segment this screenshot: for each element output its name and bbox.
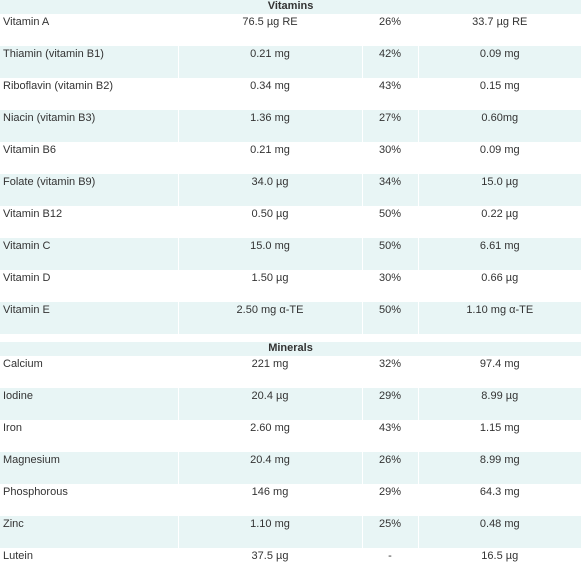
nutrient-name: Folate (vitamin B9) [0,174,179,206]
amount: 37.5 µg [178,548,363,580]
nutrient-name: Vitamin B6 [0,142,179,174]
amount: 20.4 µg [178,388,363,420]
percent-value: 27% [362,110,419,142]
amount: 34.0 µg [178,174,363,206]
amount-per-serving: 8.99 µg [418,388,581,420]
percent-value: 50% [362,302,419,334]
nutrient-name: Calcium [0,356,179,388]
amount-per-serving: 64.3 mg [418,484,581,516]
amount: 1.10 mg [178,516,363,548]
percent-value: 26% [362,452,419,484]
amount-per-serving: 1.10 mg α-TE [418,302,581,334]
amount-per-serving: 15.0 µg [418,174,581,206]
percent-value: 42% [362,46,419,78]
nutrient-name: Vitamin A [0,14,179,46]
table-row: Vitamin E 2.50 mg α-TE 50% 1.10 mg α-TE [0,302,581,334]
table-row: Vitamin A 76.5 µg RE 26% 33.7 µg RE [0,14,581,46]
table-row: Vitamin D 1.50 µg 30% 0.66 µg [0,270,581,302]
table-row: Lutein 37.5 µg - 16.5 µg [0,548,581,580]
percent-value: 43% [362,78,419,110]
percent-value: 32% [362,356,419,388]
nutrient-name: Thiamin (vitamin B1) [0,46,179,78]
amount-per-serving: 0.66 µg [418,270,581,302]
amount-per-serving: 33.7 µg RE [418,14,581,46]
amount: 0.50 µg [178,206,363,238]
table-row: Vitamin B12 0.50 µg 50% 0.22 µg [0,206,581,238]
section-gap-cell [0,334,581,342]
table-row: Phosphorous 146 mg 29% 64.3 mg [0,484,581,516]
nutrient-name: Iodine [0,388,179,420]
amount-per-serving: 8.99 mg [418,452,581,484]
vitamins-section-title: Vitamins [0,0,581,14]
percent-value: 26% [362,14,419,46]
amount-per-serving: 6.61 mg [418,238,581,270]
nutrient-name: Lutein [0,548,179,580]
minerals-header-row: Minerals [0,342,581,356]
amount: 0.21 mg [178,46,363,78]
amount: 20.4 mg [178,452,363,484]
nutrient-name: Riboflavin (vitamin B2) [0,78,179,110]
amount: 146 mg [178,484,363,516]
table-row: Thiamin (vitamin B1) 0.21 mg 42% 0.09 mg [0,46,581,78]
percent-value: 30% [362,142,419,174]
nutrient-name: Vitamin C [0,238,179,270]
minerals-section-title: Minerals [0,342,581,356]
amount: 1.36 mg [178,110,363,142]
amount: 0.34 mg [178,78,363,110]
nutrient-name: Vitamin D [0,270,179,302]
nutrient-name: Zinc [0,516,179,548]
amount: 221 mg [178,356,363,388]
nutrient-name: Vitamin B12 [0,206,179,238]
amount-per-serving: 0.60mg [418,110,581,142]
percent-value: 25% [362,516,419,548]
amount-per-serving: 97.4 mg [418,356,581,388]
table-row: Iron 2.60 mg 43% 1.15 mg [0,420,581,452]
nutrient-name: Vitamin E [0,302,179,334]
amount: 1.50 µg [178,270,363,302]
amount: 15.0 mg [178,238,363,270]
percent-value: 50% [362,238,419,270]
amount: 2.50 mg α-TE [178,302,363,334]
table-row: Magnesium 20.4 mg 26% 8.99 mg [0,452,581,484]
amount-per-serving: 0.22 µg [418,206,581,238]
percent-value: 29% [362,388,419,420]
amount-per-serving: 1.15 mg [418,420,581,452]
table-row: Vitamin C 15.0 mg 50% 6.61 mg [0,238,581,270]
table-row: Calcium 221 mg 32% 97.4 mg [0,356,581,388]
percent-value: 50% [362,206,419,238]
table-row: Niacin (vitamin B3) 1.36 mg 27% 0.60mg [0,110,581,142]
table-row: Vitamin B6 0.21 mg 30% 0.09 mg [0,142,581,174]
vitamins-header-row: Vitamins [0,0,581,14]
amount-per-serving: 0.15 mg [418,78,581,110]
table-row: Folate (vitamin B9) 34.0 µg 34% 15.0 µg [0,174,581,206]
percent-value: 29% [362,484,419,516]
percent-value: 30% [362,270,419,302]
table-row: Iodine 20.4 µg 29% 8.99 µg [0,388,581,420]
amount: 76.5 µg RE [178,14,363,46]
nutrient-name: Magnesium [0,452,179,484]
nutrient-name: Phosphorous [0,484,179,516]
amount-per-serving: 0.09 mg [418,142,581,174]
amount-per-serving: 0.09 mg [418,46,581,78]
section-gap [0,334,581,342]
table-row: Zinc 1.10 mg 25% 0.48 mg [0,516,581,548]
table-row: Riboflavin (vitamin B2) 0.34 mg 43% 0.15… [0,78,581,110]
amount: 0.21 mg [178,142,363,174]
percent-value: - [362,548,419,580]
amount-per-serving: 16.5 µg [418,548,581,580]
nutrient-name: Niacin (vitamin B3) [0,110,179,142]
percent-value: 43% [362,420,419,452]
nutrient-name: Iron [0,420,179,452]
amount: 2.60 mg [178,420,363,452]
percent-value: 34% [362,174,419,206]
amount-per-serving: 0.48 mg [418,516,581,548]
